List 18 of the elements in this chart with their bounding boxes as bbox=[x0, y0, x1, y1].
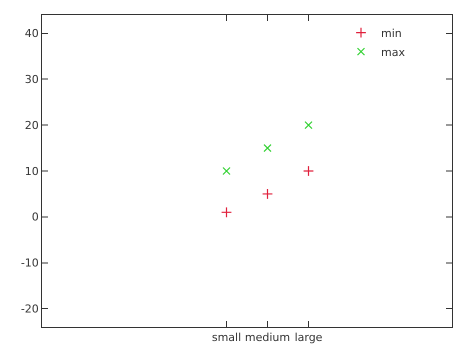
x-tick-label: small bbox=[212, 331, 242, 344]
legend-label: max bbox=[381, 46, 406, 59]
point bbox=[263, 144, 272, 152]
point bbox=[304, 121, 313, 130]
point bbox=[222, 166, 231, 176]
y-tick-label: 10 bbox=[24, 164, 39, 178]
legend-label: min bbox=[381, 26, 402, 40]
y-tick-label: 0 bbox=[32, 210, 39, 224]
x-tick-label: large bbox=[294, 331, 323, 344]
point bbox=[262, 188, 273, 200]
point bbox=[303, 166, 314, 176]
y-tick-label: 40 bbox=[24, 27, 39, 40]
point bbox=[221, 206, 232, 218]
y-tick-label: -10 bbox=[20, 256, 39, 270]
x-tick-label: medium bbox=[244, 331, 290, 344]
y-tick-label: 20 bbox=[24, 118, 39, 132]
y-tick-label: 30 bbox=[24, 73, 39, 86]
y-tick-label: -20 bbox=[20, 302, 39, 316]
